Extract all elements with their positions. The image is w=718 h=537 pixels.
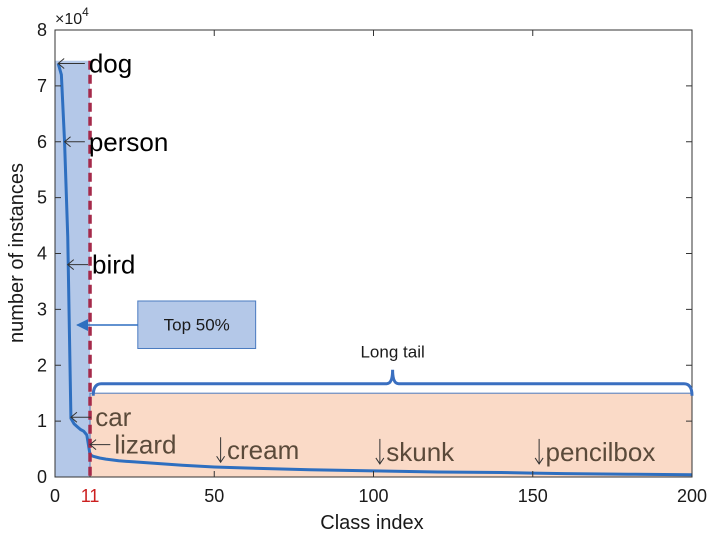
y-tick-label: 1: [37, 411, 47, 431]
region-layer: [55, 60, 693, 478]
y-tick-label: 2: [37, 355, 47, 375]
x-tick-label: 200: [677, 486, 707, 506]
annotation-arrowhead: [89, 439, 97, 450]
y-axis-label: number of instances: [6, 163, 28, 343]
y-tick-label: 5: [37, 188, 47, 208]
x-axis-label: Class index: [320, 512, 423, 534]
annotation-lizard: lizard: [114, 430, 176, 460]
annotation-dog: dog: [89, 49, 132, 79]
y-tick-label: 7: [37, 76, 47, 96]
x-tick-label: 50: [204, 486, 224, 506]
series-line-0: [56, 63, 693, 477]
annotation-arrowhead: [63, 136, 71, 148]
series-layer: [56, 63, 693, 477]
label-layer: Class index number of instances ×104: [6, 5, 424, 534]
annotation-arrowhead: [66, 259, 75, 271]
annotation-arrowhead: [216, 455, 226, 464]
x-tick-label-highlight: 11: [81, 486, 100, 506]
annotation-arrowhead: [70, 411, 78, 423]
y-tick-label: 3: [37, 299, 47, 319]
x-tick-label: 100: [358, 486, 388, 506]
annotation-cream: cream: [227, 435, 299, 465]
y-tick-label: 6: [37, 132, 47, 152]
y-tick-label: 0: [37, 467, 47, 487]
tail-region: [89, 392, 693, 478]
annotation-person: person: [89, 127, 169, 157]
long-tail-brace: [91, 369, 694, 396]
annotation-skunk: skunk: [386, 437, 455, 467]
x-tick-label: 0: [50, 486, 60, 506]
annotation-pencilbox: pencilbox: [545, 437, 655, 467]
long-tail-label: Long tail: [360, 343, 424, 362]
top-50-label: Top 50%: [164, 316, 230, 335]
annotation-car: car: [95, 402, 131, 432]
y-tick-label: 8: [37, 20, 47, 40]
y-tick-label: 4: [37, 244, 47, 264]
annotation-arrowhead: [375, 457, 385, 465]
x-tick-label: 150: [518, 486, 548, 506]
axes-layer: 0 50 100 150 200 11 0 1 2 3 4 5 6 7 8: [37, 20, 707, 506]
y-multiplier-label: ×104: [55, 5, 89, 28]
annotation-arrowhead: [57, 58, 65, 69]
annotation-arrowhead: [534, 457, 544, 465]
annotation-bird: bird: [92, 250, 135, 280]
